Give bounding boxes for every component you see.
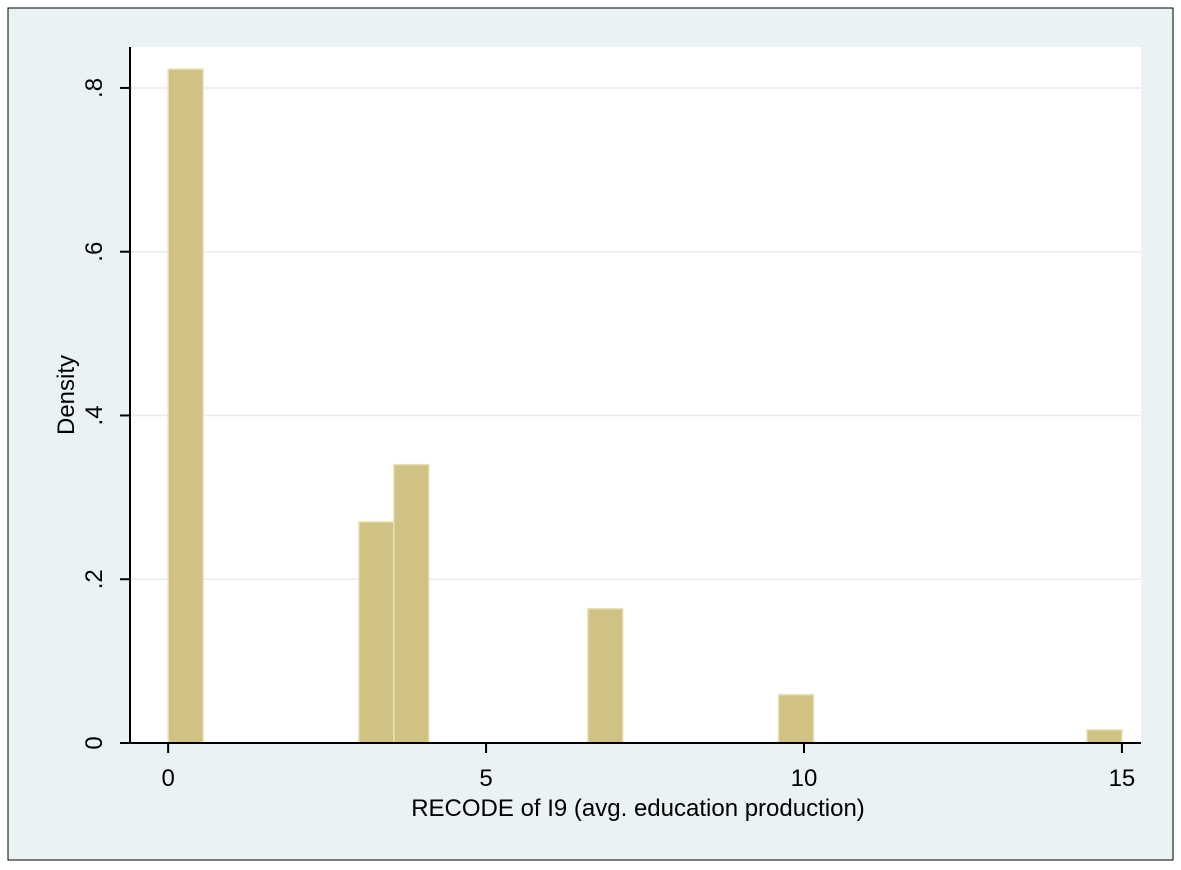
gridlines	[130, 87, 1141, 580]
histogram-bar	[1086, 729, 1123, 744]
histogram-bar	[587, 607, 624, 744]
y-tick-label: 0	[81, 736, 108, 749]
y-tick-label: .8	[81, 78, 108, 98]
histogram-bar	[358, 521, 395, 744]
plot-area	[130, 47, 1141, 743]
x-tick-label: 10	[791, 765, 818, 792]
y-tick-label: .6	[81, 242, 108, 262]
y-axis-title: Density	[53, 355, 80, 435]
ticks: 0 .2 .4 .6 .8 0 5 10 15	[81, 78, 1135, 792]
y-tick-label: .4	[81, 405, 108, 425]
x-axis-title: RECODE of I9 (avg. education production)	[411, 795, 865, 822]
histogram-bar	[777, 693, 815, 744]
x-tick-label: 15	[1109, 765, 1136, 792]
histogram-bar	[167, 68, 204, 744]
axes	[129, 47, 1141, 744]
histogram-bar	[393, 463, 430, 744]
x-tick-label: 5	[479, 765, 492, 792]
y-tick-label: .2	[81, 569, 108, 589]
x-tick-label: 0	[161, 765, 174, 792]
